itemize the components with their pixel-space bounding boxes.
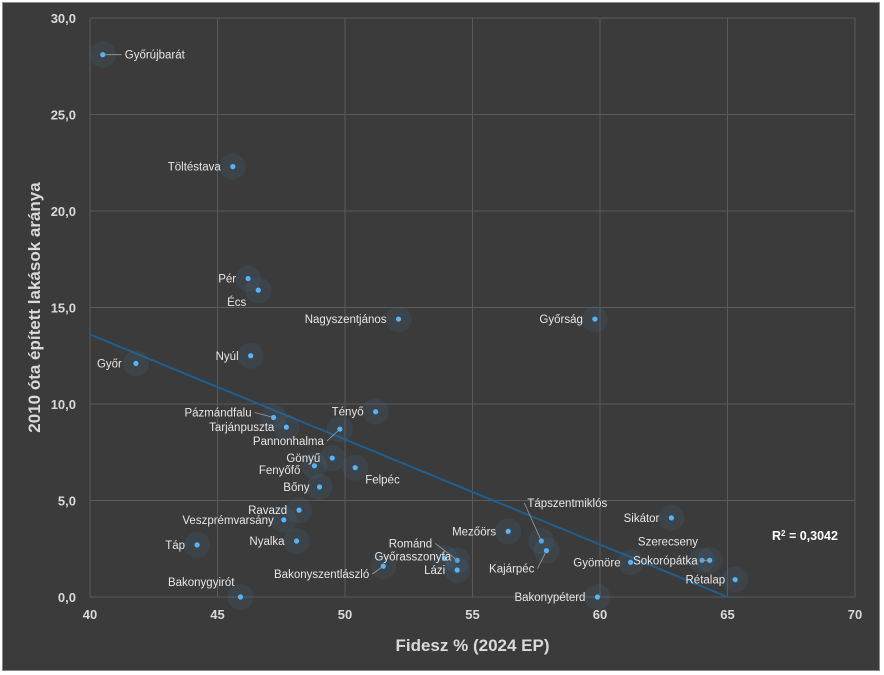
data-point bbox=[329, 455, 335, 461]
leader-line bbox=[372, 565, 384, 575]
point-label: Nagyszentjános bbox=[305, 314, 387, 326]
point-label: Rétalap bbox=[686, 575, 726, 587]
point-label: Lázi bbox=[424, 565, 445, 577]
point-label: Tápszentmiklós bbox=[527, 498, 607, 510]
leader-line bbox=[326, 428, 341, 442]
leader-line bbox=[537, 550, 547, 569]
point-label: Gönyű bbox=[286, 453, 320, 465]
point-label: Nyalka bbox=[249, 536, 285, 548]
point-label: Bakonygyirót bbox=[168, 577, 235, 589]
data-point bbox=[296, 507, 302, 513]
point-label: Sikátor bbox=[624, 513, 660, 525]
point-label: Bőny bbox=[283, 482, 309, 494]
point-labels: Győrújbarát Töltéstava Pér Écs Nagyszentjáno… bbox=[97, 50, 725, 604]
x-tick-label: 40 bbox=[83, 607, 97, 622]
y-axis-title: 2010 óta épített lakások aránya bbox=[25, 182, 44, 433]
point-label: Ravazd bbox=[248, 505, 287, 517]
data-point bbox=[255, 287, 261, 293]
point-label: Győrújbarát bbox=[125, 50, 186, 62]
data-point bbox=[441, 555, 448, 562]
x-tick-label: 55 bbox=[465, 607, 479, 622]
y-tick-label: 20,0 bbox=[51, 204, 76, 219]
data-point bbox=[230, 164, 236, 170]
data-point bbox=[194, 542, 200, 548]
data-point bbox=[454, 567, 460, 573]
data-point bbox=[668, 515, 675, 521]
data-point bbox=[237, 594, 244, 600]
gridlines bbox=[89, 17, 856, 598]
data-point bbox=[133, 360, 139, 367]
point-label: Győr bbox=[97, 358, 122, 370]
x-axis-title: Fidesz % (2024 EP) bbox=[395, 636, 549, 655]
point-label: Pér bbox=[218, 274, 236, 286]
y-tick-label: 30,0 bbox=[51, 11, 76, 26]
y-tick-label: 15,0 bbox=[51, 301, 76, 316]
point-label: Veszprémvarsány bbox=[182, 515, 274, 527]
point-label: Nyúl bbox=[216, 351, 239, 363]
data-point bbox=[395, 316, 402, 322]
trendline bbox=[89, 333, 728, 598]
tick-labels: 40 45 50 55 60 65 70 0,0 5,0 10,0 15,0 20,0 25,0 30,0 bbox=[51, 11, 863, 622]
r-squared-label: R2 = 0,3042 bbox=[772, 529, 838, 544]
point-label: Bakonypéterd bbox=[514, 592, 585, 604]
point-label: Pázmándfalu bbox=[184, 408, 251, 420]
data-point bbox=[732, 577, 738, 583]
leader-line bbox=[434, 543, 458, 561]
data-point bbox=[281, 517, 287, 523]
point-label: Bakonyszentlászló bbox=[274, 569, 369, 581]
data-point bbox=[505, 528, 511, 534]
data-point bbox=[311, 463, 317, 469]
data-point bbox=[293, 538, 300, 544]
leader-line bbox=[254, 412, 274, 418]
data-point bbox=[352, 465, 358, 471]
point-label: Szerecseny bbox=[638, 536, 698, 548]
x-tick-label: 70 bbox=[848, 607, 862, 622]
point-label: Kajárpéc bbox=[489, 564, 535, 576]
y-tick-label: 10,0 bbox=[51, 397, 76, 412]
point-label: Győrasszonyfa bbox=[374, 551, 451, 563]
x-tick-label: 65 bbox=[720, 607, 734, 622]
data-point bbox=[373, 409, 379, 415]
data-point bbox=[283, 424, 289, 430]
x-tick-label: 50 bbox=[338, 607, 352, 622]
point-label: Pannonhalma bbox=[253, 436, 325, 448]
point-label: Töltéstava bbox=[168, 162, 222, 174]
y-tick-label: 5,0 bbox=[58, 494, 76, 509]
point-label: Tarjánpuszta bbox=[209, 422, 275, 434]
point-label: Tényő bbox=[332, 407, 364, 419]
y-tick-label: 25,0 bbox=[51, 108, 76, 123]
point-label: Écs bbox=[227, 296, 246, 309]
data-point bbox=[592, 316, 598, 322]
point-label: Felpéc bbox=[365, 475, 400, 487]
point-label: Győrság bbox=[539, 314, 582, 326]
point-label: Fenyőfő bbox=[259, 465, 301, 477]
x-tick-label: 45 bbox=[210, 607, 224, 622]
data-point bbox=[248, 353, 254, 359]
y-tick-label: 0,0 bbox=[58, 590, 76, 605]
point-label: Sokorópátka bbox=[633, 555, 698, 567]
data-point bbox=[316, 484, 323, 490]
point-label: Gyömöre bbox=[573, 557, 620, 569]
data-point bbox=[594, 594, 601, 600]
point-label: Románd bbox=[389, 538, 432, 550]
leader-line bbox=[523, 502, 542, 542]
data-point bbox=[628, 559, 634, 565]
x-tick-label: 60 bbox=[593, 607, 607, 622]
point-label: Mezőörs bbox=[452, 526, 496, 538]
data-point bbox=[245, 275, 251, 282]
point-label: Táp bbox=[165, 540, 185, 552]
